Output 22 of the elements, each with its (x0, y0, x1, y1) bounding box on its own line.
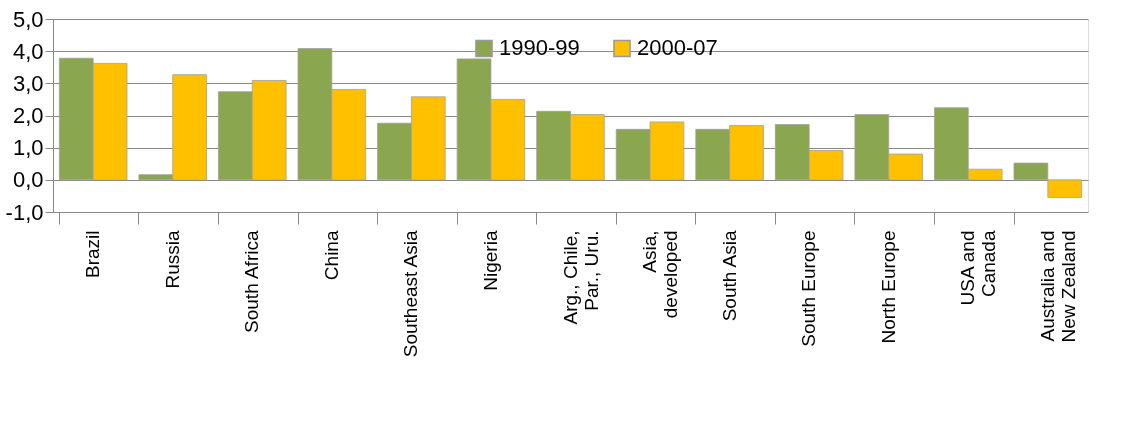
x-tick-label: China (320, 230, 342, 281)
x-tick-label: South Africa (241, 230, 263, 333)
x-tick-label: Asia, developed (639, 230, 682, 319)
x-tick-label: South Europe (798, 230, 820, 347)
legend-label: 1990-99 (499, 35, 580, 61)
x-tick-label: Southeast Asia (400, 230, 422, 358)
y-tick-label: -1,0 (5, 199, 44, 225)
x-tick-label: USA and Canada (957, 230, 1000, 306)
x-tick-label: Brazil (82, 230, 104, 279)
legend-label: 2000-07 (637, 35, 718, 61)
x-tick-label: Nigeria (479, 230, 501, 291)
x-tick-label: South Asia (718, 230, 740, 322)
y-tick-label: 4,0 (12, 38, 44, 64)
y-tick-label: 1,0 (12, 135, 44, 161)
y-tick-label: 0,0 (12, 167, 44, 193)
x-tick-label: Russia (161, 230, 183, 289)
y-tick-label: 2,0 (12, 103, 44, 128)
x-tick-label: Arg., Chile, Par., Uru. (559, 230, 602, 325)
y-tick-label: 5,0 (12, 6, 44, 32)
x-tick-label: North Europe (877, 230, 899, 344)
y-tick-label: 3,0 (12, 70, 44, 96)
x-tick-label: Australia and New Zealand (1036, 230, 1079, 343)
